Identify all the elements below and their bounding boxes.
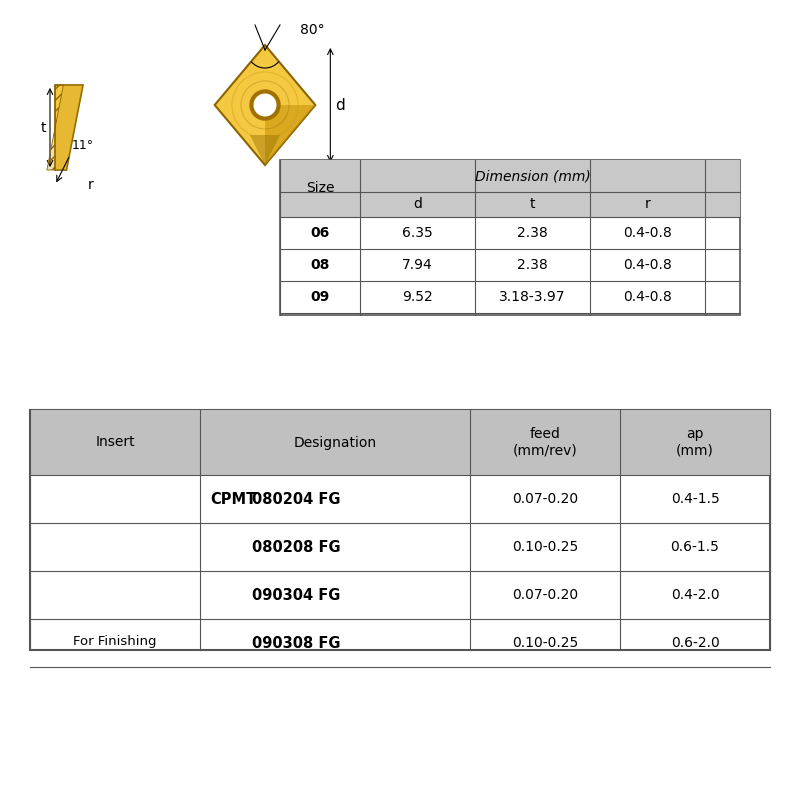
Text: 0.6-2.0: 0.6-2.0: [670, 636, 719, 650]
Text: 080208 FG: 080208 FG: [252, 539, 341, 554]
FancyBboxPatch shape: [280, 160, 740, 315]
Text: 06: 06: [310, 226, 330, 240]
Text: 0.4-0.8: 0.4-0.8: [623, 290, 672, 304]
Polygon shape: [250, 135, 280, 165]
Text: 08: 08: [310, 258, 330, 272]
Text: 2.38: 2.38: [517, 258, 548, 272]
Text: 0.10-0.25: 0.10-0.25: [512, 540, 578, 554]
Polygon shape: [214, 45, 315, 165]
Text: 09: 09: [310, 290, 330, 304]
Text: 080204 FG: 080204 FG: [252, 491, 341, 506]
Text: 7.94: 7.94: [402, 258, 433, 272]
Text: feed
(mm/rev): feed (mm/rev): [513, 427, 578, 458]
Text: t: t: [40, 121, 46, 135]
Text: t: t: [530, 198, 535, 211]
Text: 0.4-2.0: 0.4-2.0: [670, 588, 719, 602]
Text: ap
(mm): ap (mm): [676, 427, 714, 458]
Text: 3.18-3.97: 3.18-3.97: [499, 290, 566, 304]
Text: 11°: 11°: [72, 139, 94, 152]
Polygon shape: [105, 546, 149, 598]
Text: 0.07-0.20: 0.07-0.20: [512, 588, 578, 602]
Text: For Finishing: For Finishing: [74, 635, 157, 649]
Bar: [280, 192, 740, 217]
Text: 0.4-0.8: 0.4-0.8: [623, 226, 672, 240]
Text: 0.4-1.5: 0.4-1.5: [670, 492, 719, 506]
Text: Size: Size: [306, 182, 334, 195]
FancyBboxPatch shape: [30, 410, 770, 650]
Text: 2.38: 2.38: [517, 226, 548, 240]
Bar: [280, 160, 740, 192]
Polygon shape: [62, 494, 149, 598]
Text: 80°: 80°: [300, 23, 325, 37]
Text: Dimension (mm): Dimension (mm): [474, 169, 590, 183]
Text: 9.52: 9.52: [402, 290, 433, 304]
Text: CPMT: CPMT: [210, 491, 256, 506]
Polygon shape: [265, 105, 315, 165]
Circle shape: [250, 90, 280, 120]
Text: 6.35: 6.35: [402, 226, 433, 240]
Text: r: r: [88, 178, 94, 192]
Text: 090304 FG: 090304 FG: [252, 587, 340, 602]
Text: 0.6-1.5: 0.6-1.5: [670, 540, 719, 554]
Text: 0.07-0.20: 0.07-0.20: [512, 492, 578, 506]
Circle shape: [92, 533, 118, 559]
Text: r: r: [645, 198, 650, 211]
Text: Designation: Designation: [294, 435, 377, 450]
Text: d: d: [335, 98, 345, 113]
Polygon shape: [47, 85, 83, 170]
Text: Insert: Insert: [95, 435, 135, 450]
Text: 0.10-0.25: 0.10-0.25: [512, 636, 578, 650]
Text: 0.4-0.8: 0.4-0.8: [623, 258, 672, 272]
Circle shape: [96, 537, 114, 555]
Circle shape: [254, 94, 276, 116]
Polygon shape: [55, 85, 83, 170]
Text: d: d: [413, 198, 422, 211]
Text: 090308 FG: 090308 FG: [252, 635, 341, 650]
Polygon shape: [92, 572, 118, 598]
Bar: [30, 410, 770, 475]
